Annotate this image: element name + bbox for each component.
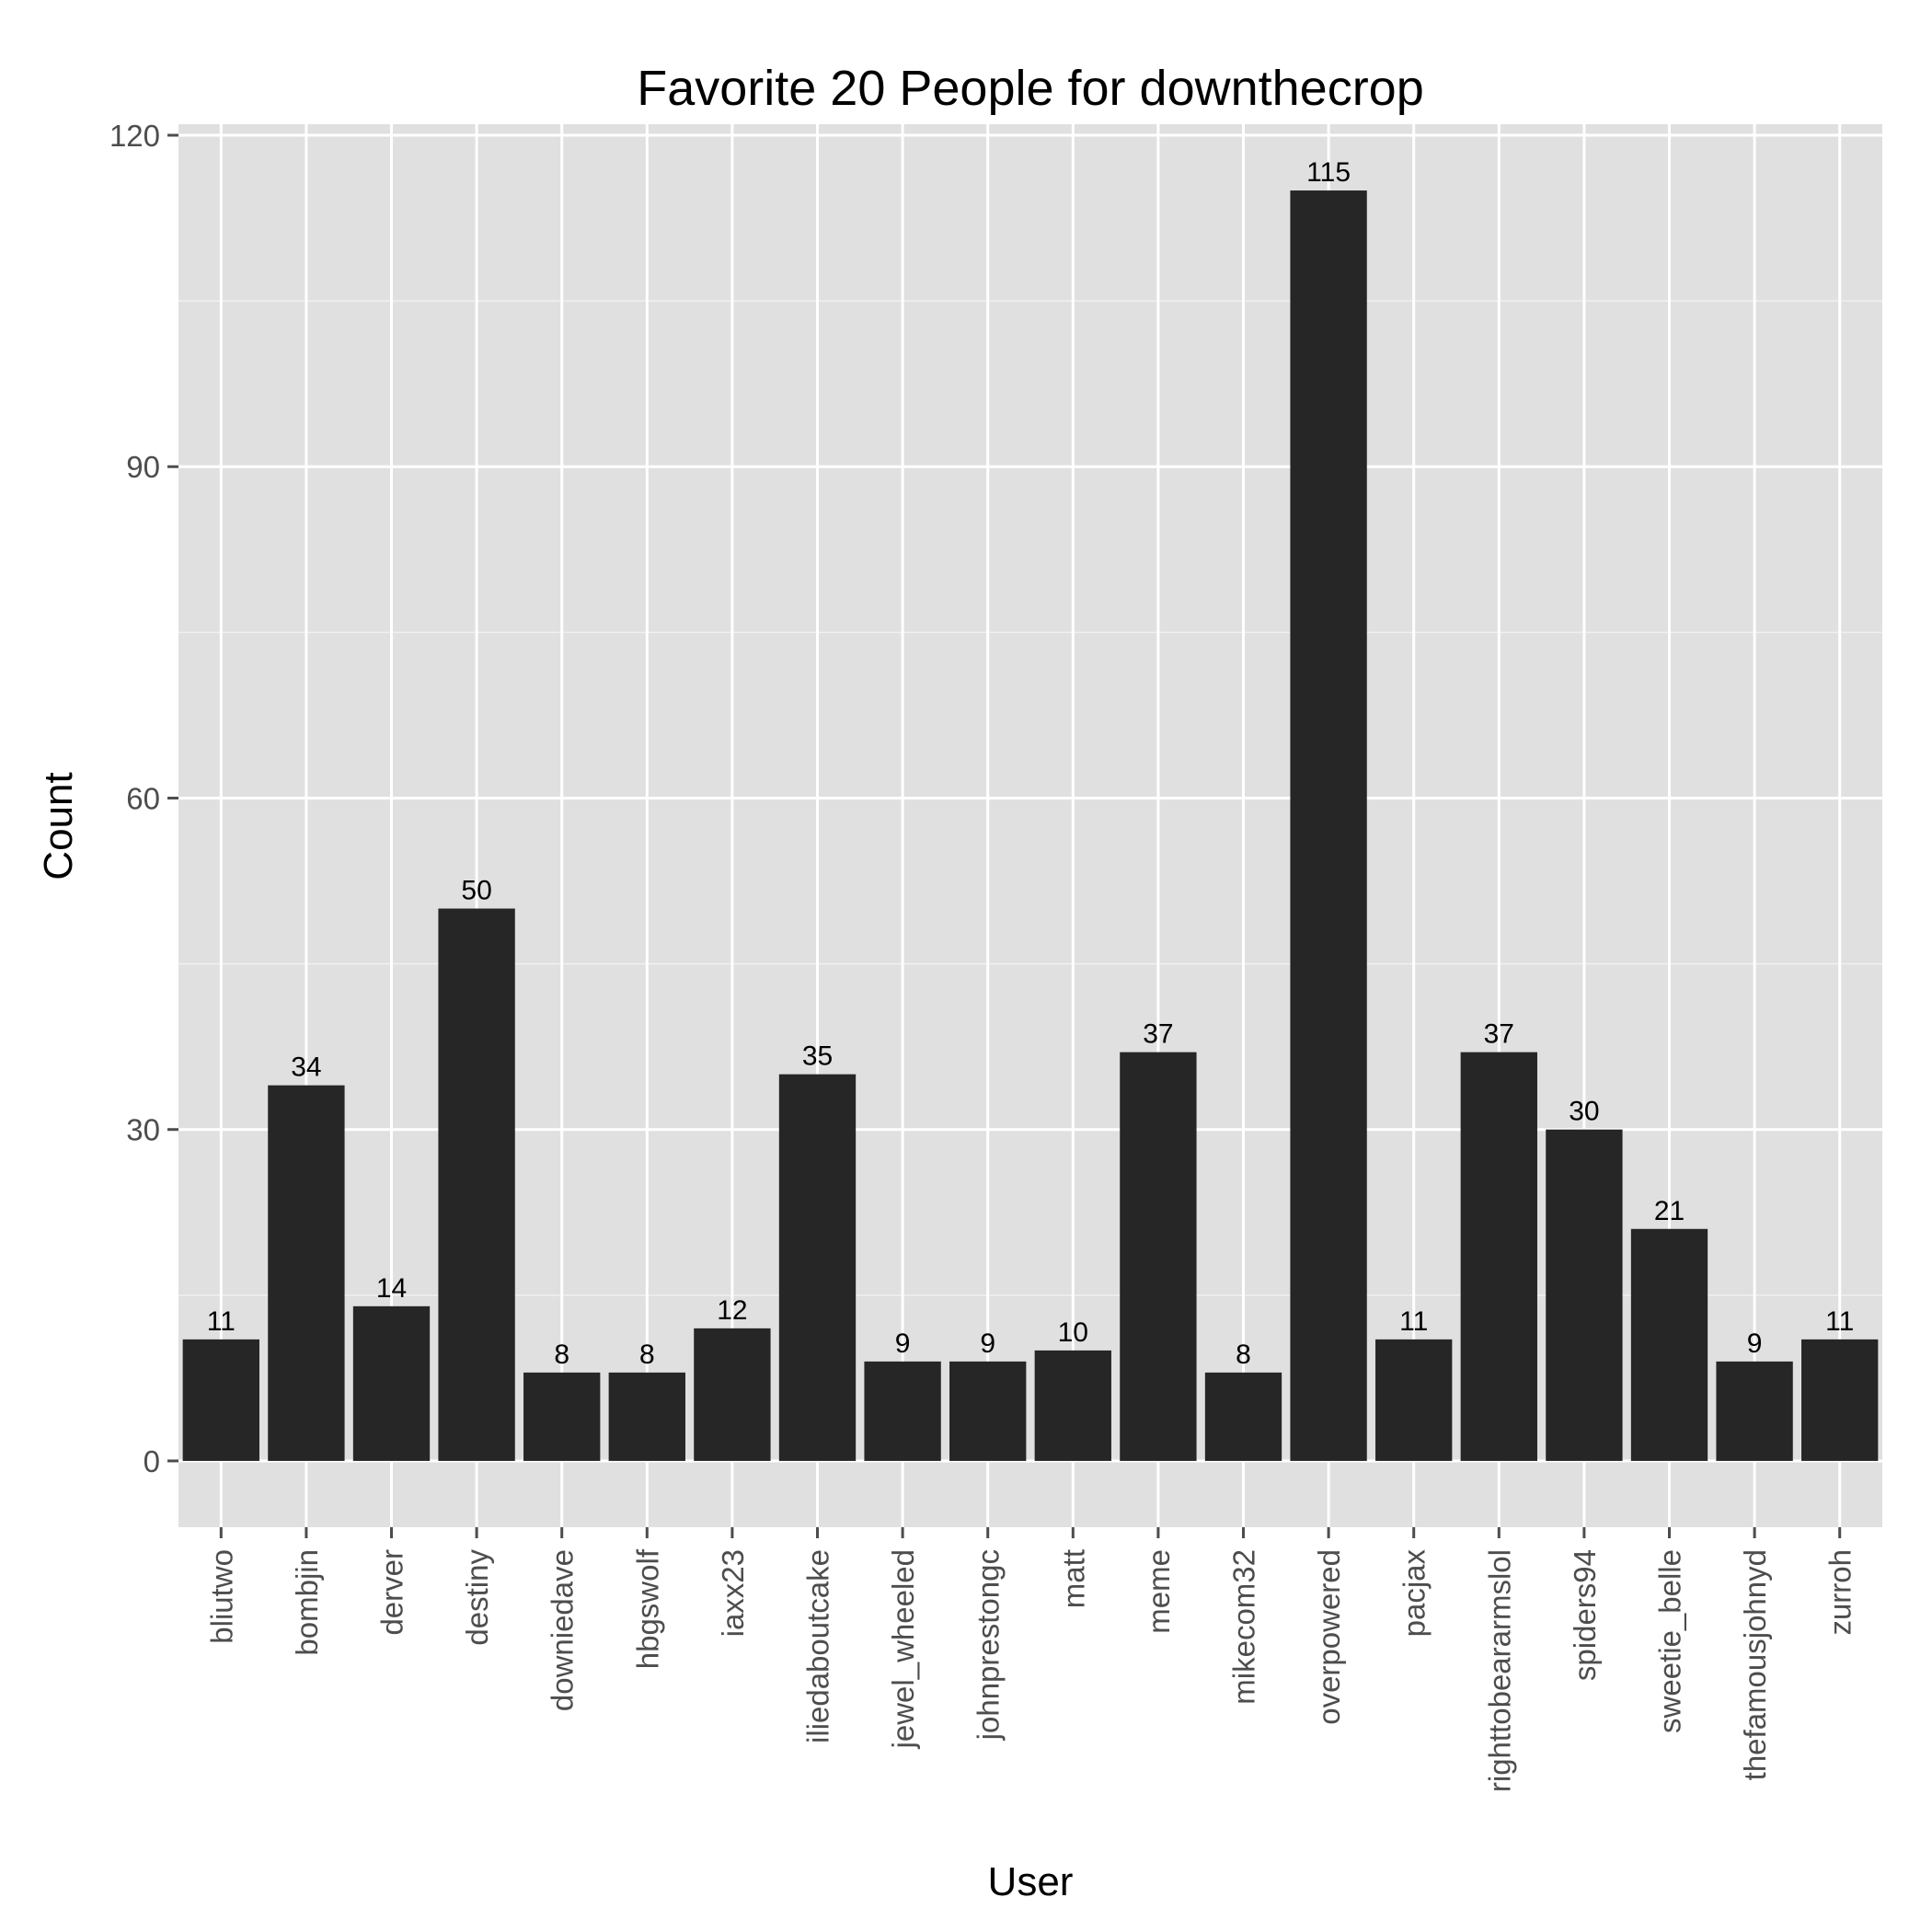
bar-bombjin: [268, 1085, 345, 1461]
y-tick-label: 90: [126, 450, 160, 484]
x-tick-label-sweetie_belle: sweetie_belle: [1653, 1549, 1687, 1733]
x-tick-label-destiny: destiny: [460, 1549, 494, 1646]
bar-thefamousjohnyd: [1716, 1361, 1793, 1461]
data-label-iaxx23: 12: [717, 1295, 747, 1326]
x-tick-label-johnprestongc: johnprestongc: [972, 1549, 1006, 1741]
data-label-thefamousjohnyd: 9: [1747, 1328, 1763, 1359]
data-labels: 11 34 14 50 8 8 12 35 9 9 10 37 8 115 11 37 30 21 9 11: [207, 157, 1855, 1370]
bar-derver: [352, 1305, 431, 1461]
y-tick-label: 120: [109, 119, 160, 153]
bar-overpowered: [1290, 190, 1367, 1461]
x-tick-label-righttobeararmslol: righttobeararmslol: [1482, 1549, 1516, 1792]
x-tick-label-pacjax: pacjax: [1397, 1549, 1432, 1638]
x-tick-label-bliutwo: bliutwo: [204, 1549, 238, 1644]
data-label-matt: 10: [1058, 1317, 1088, 1348]
data-label-mikecom32: 8: [1236, 1340, 1251, 1370]
data-label-destiny: 50: [461, 876, 491, 906]
x-tick-label-jewel_wheeled: jewel_wheeled: [886, 1549, 920, 1749]
y-axis-title: Count: [36, 772, 81, 880]
x-axis: bliutwo bombjin derver destiny downiedave hbg…: [204, 1527, 1857, 1792]
data-label-iliedaboutcake: 35: [802, 1041, 833, 1072]
x-tick-label-derver: derver: [375, 1549, 409, 1636]
bar-mikecom32: [1204, 1372, 1282, 1461]
data-label-zurroh: 11: [1825, 1306, 1854, 1337]
bar-zurroh: [1801, 1339, 1879, 1461]
bars: [182, 190, 1879, 1461]
data-label-righttobeararmslol: 37: [1484, 1019, 1514, 1050]
bar-matt: [1034, 1350, 1111, 1461]
y-tick-label: 60: [126, 781, 160, 815]
x-tick-label-downiedave: downiedave: [546, 1549, 580, 1711]
y-axis: 0 30 60 90 120: [109, 119, 178, 1478]
bar-bliutwo: [182, 1339, 259, 1461]
bar-righttobeararmslol: [1460, 1052, 1537, 1461]
data-label-pacjax: 11: [1399, 1306, 1428, 1337]
data-label-bombjin: 34: [291, 1052, 321, 1083]
bar-johnprestongc: [949, 1361, 1027, 1461]
data-label-derver: 14: [376, 1273, 407, 1304]
x-tick-label-zurroh: zurroh: [1823, 1549, 1857, 1636]
data-label-downiedave: 8: [554, 1340, 569, 1370]
data-label-bliutwo: 11: [207, 1306, 236, 1337]
x-axis-title: User: [988, 1859, 1074, 1904]
data-label-jewel_wheeled: 9: [895, 1328, 911, 1359]
x-tick-label-mikecom32: mikecom32: [1227, 1549, 1261, 1705]
plot-panel: [178, 124, 1882, 1527]
x-tick-label-matt: matt: [1056, 1549, 1090, 1608]
bar-sweetie_belle: [1630, 1228, 1708, 1461]
data-label-hbgswolf: 8: [639, 1340, 655, 1370]
bar-meme: [1120, 1052, 1197, 1461]
bar-jewel_wheeled: [864, 1361, 941, 1461]
data-label-johnprestongc: 9: [980, 1328, 995, 1359]
x-tick-label-iliedaboutcake: iliedaboutcake: [801, 1549, 835, 1743]
x-tick-label-bombjin: bombjin: [290, 1549, 324, 1656]
bar-hbgswolf: [608, 1372, 685, 1461]
data-label-overpowered: 115: [1306, 157, 1351, 188]
x-tick-label-meme: meme: [1142, 1549, 1176, 1634]
data-label-spiders94: 30: [1569, 1097, 1599, 1127]
bar-spiders94: [1546, 1129, 1623, 1461]
bar-iliedaboutcake: [778, 1074, 857, 1461]
bar-iaxx23: [694, 1328, 771, 1461]
chart-title: Favorite 20 People for downthecrop: [637, 61, 1424, 116]
bar-destiny: [438, 908, 515, 1461]
bar-downiedave: [523, 1372, 601, 1461]
x-tick-label-iaxx23: iaxx23: [716, 1549, 750, 1637]
x-tick-label-thefamousjohnyd: thefamousjohnyd: [1738, 1549, 1772, 1780]
bar-pacjax: [1375, 1339, 1453, 1461]
data-label-sweetie_belle: 21: [1654, 1196, 1685, 1226]
x-tick-label-spiders94: spiders94: [1568, 1549, 1602, 1681]
data-label-meme: 37: [1143, 1019, 1173, 1050]
y-tick-label: 30: [126, 1113, 160, 1147]
x-tick-label-overpowered: overpowered: [1312, 1549, 1346, 1725]
x-tick-label-hbgswolf: hbgswolf: [630, 1548, 664, 1669]
y-tick-label: 0: [144, 1444, 160, 1478]
